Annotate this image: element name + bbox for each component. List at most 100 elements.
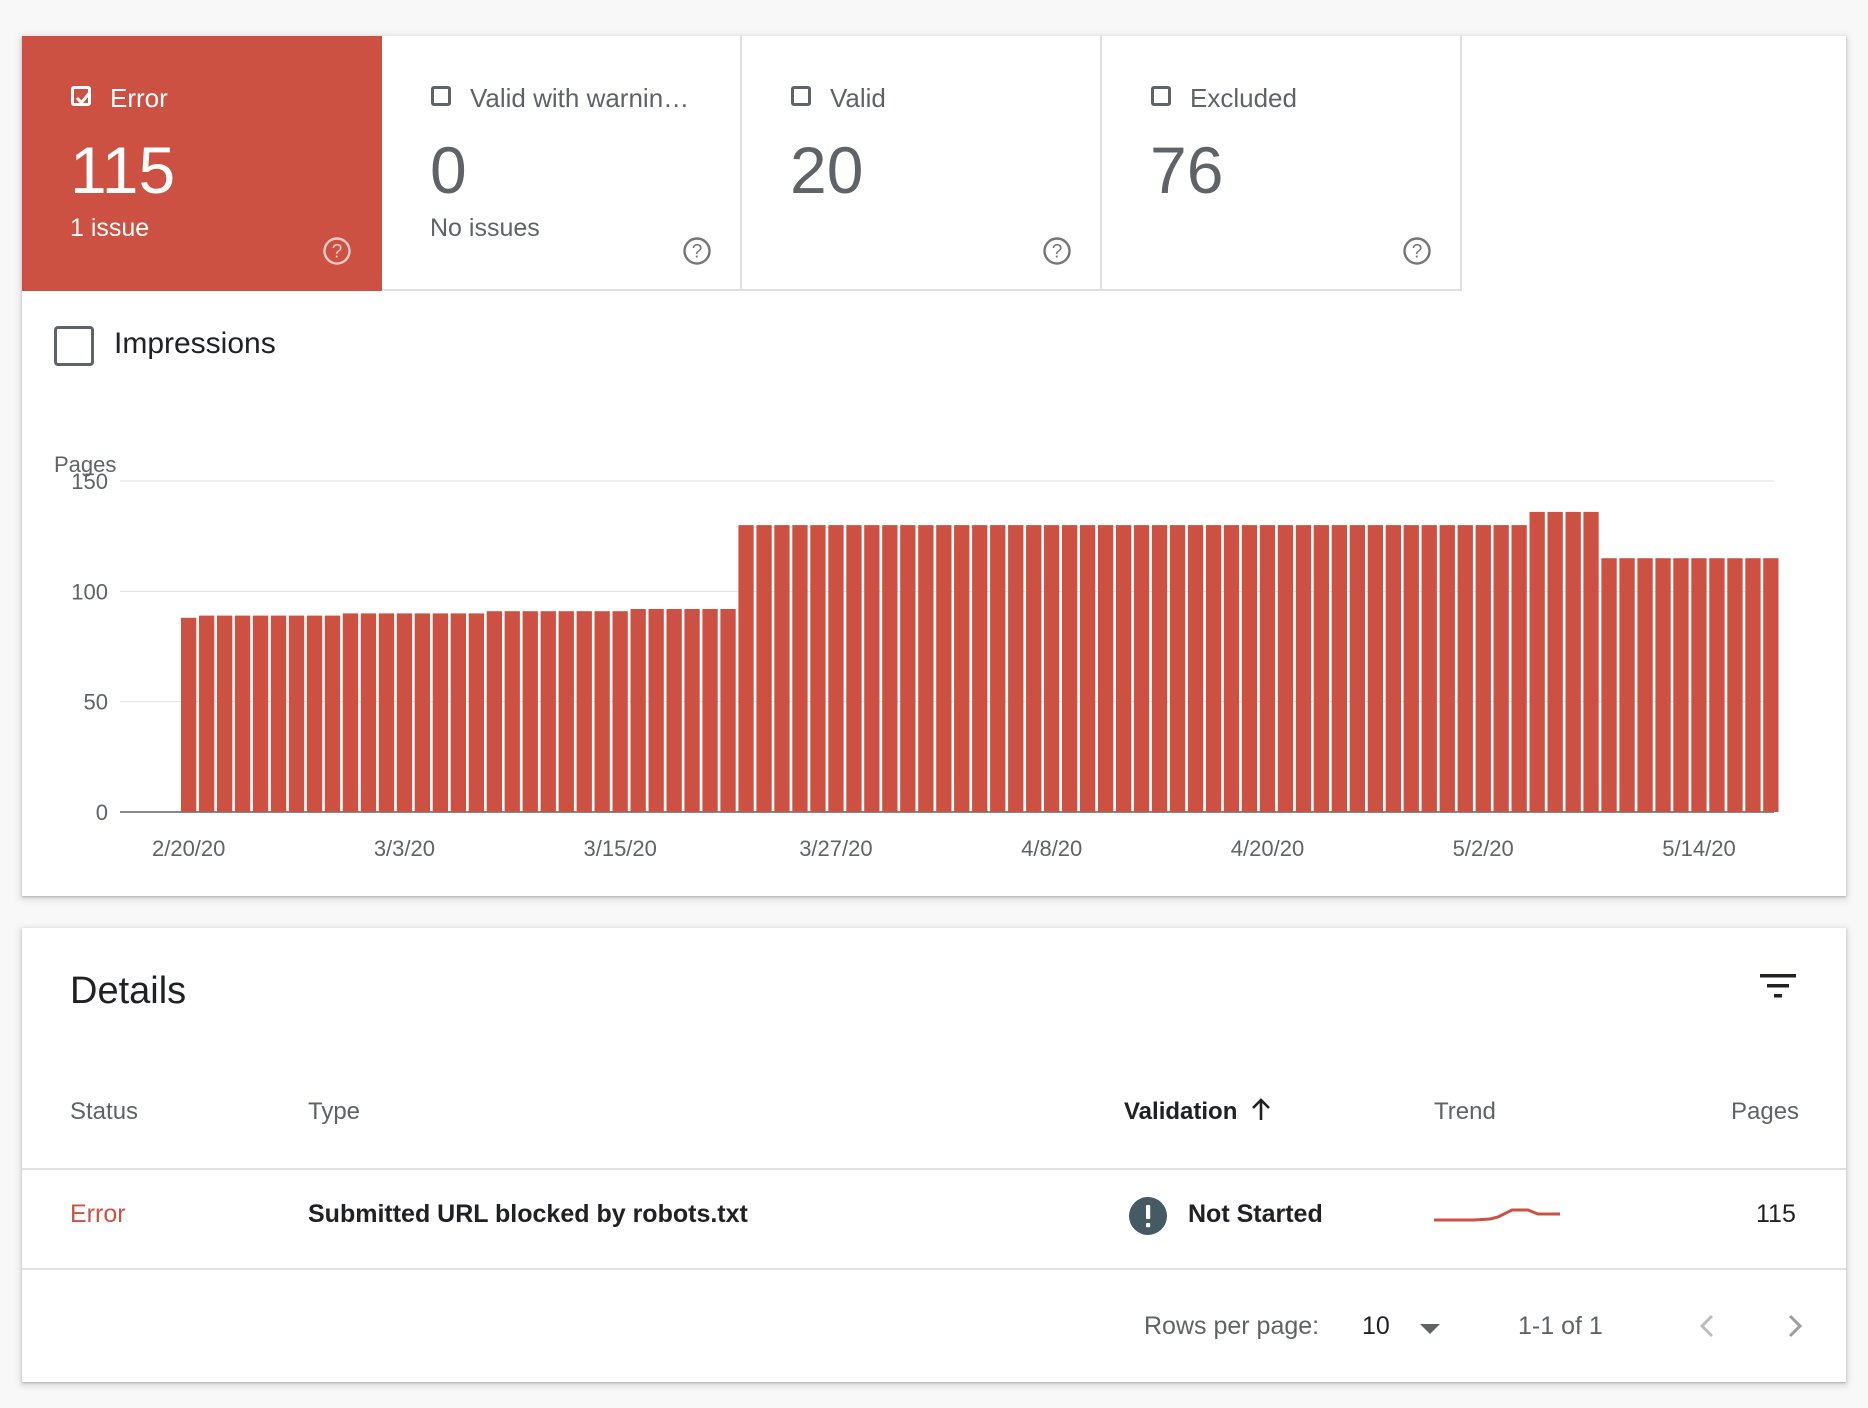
bar[interactable] bbox=[324, 615, 341, 812]
bar[interactable] bbox=[1547, 511, 1563, 812]
bar[interactable] bbox=[1745, 558, 1761, 812]
tile-valid[interactable]: Valid 20 ? bbox=[742, 36, 1102, 291]
bar[interactable] bbox=[540, 611, 556, 812]
bar[interactable] bbox=[1619, 558, 1635, 812]
bar[interactable] bbox=[1385, 525, 1401, 812]
bar[interactable] bbox=[1529, 511, 1545, 812]
tile-valid-with-warnings[interactable]: Valid with warnin… 0 No issues ? bbox=[382, 36, 742, 291]
bar[interactable] bbox=[252, 615, 269, 812]
bar[interactable] bbox=[1169, 525, 1186, 812]
bar[interactable] bbox=[1313, 525, 1329, 812]
bar[interactable] bbox=[702, 609, 718, 812]
bar[interactable] bbox=[1044, 525, 1060, 812]
help-icon[interactable]: ? bbox=[682, 236, 712, 266]
bar[interactable] bbox=[181, 617, 197, 812]
bar[interactable] bbox=[720, 609, 736, 812]
bar[interactable] bbox=[810, 525, 826, 812]
bar[interactable] bbox=[1241, 525, 1258, 812]
bar[interactable] bbox=[828, 525, 844, 812]
impressions-checkbox[interactable] bbox=[54, 326, 94, 366]
bar[interactable] bbox=[1457, 525, 1473, 812]
column-header-trend[interactable]: Trend bbox=[1434, 1098, 1496, 1125]
bar[interactable] bbox=[378, 613, 395, 812]
rows-per-page-select[interactable]: 10 bbox=[1362, 1312, 1390, 1340]
bar[interactable] bbox=[882, 525, 898, 812]
bar[interactable] bbox=[774, 525, 790, 812]
help-icon[interactable]: ? bbox=[322, 236, 352, 266]
chevron-left-icon[interactable] bbox=[1694, 1308, 1722, 1344]
bar[interactable] bbox=[450, 613, 466, 812]
bar[interactable] bbox=[1583, 511, 1599, 812]
bar[interactable] bbox=[288, 615, 305, 812]
bar[interactable] bbox=[1151, 525, 1168, 812]
bar[interactable] bbox=[1475, 525, 1491, 812]
bar[interactable] bbox=[1439, 525, 1455, 812]
bar[interactable] bbox=[756, 525, 772, 812]
bar[interactable] bbox=[1403, 525, 1419, 812]
column-header-pages[interactable]: Pages bbox=[1731, 1098, 1800, 1125]
bar[interactable] bbox=[1709, 558, 1725, 812]
checkbox-checked-icon[interactable] bbox=[71, 86, 91, 106]
bar[interactable] bbox=[306, 615, 323, 812]
bar[interactable] bbox=[1205, 525, 1222, 812]
bar[interactable] bbox=[648, 609, 664, 812]
checkbox-icon[interactable] bbox=[431, 86, 451, 106]
bar[interactable] bbox=[1295, 525, 1312, 812]
bar[interactable] bbox=[918, 525, 934, 812]
chevron-right-icon[interactable] bbox=[1780, 1308, 1808, 1344]
bar[interactable] bbox=[1511, 525, 1527, 812]
bar[interactable] bbox=[270, 615, 287, 812]
bar[interactable] bbox=[1080, 525, 1096, 812]
bar[interactable] bbox=[1277, 525, 1294, 812]
bar[interactable] bbox=[1565, 511, 1581, 812]
bar[interactable] bbox=[990, 525, 1006, 812]
column-header-status[interactable]: Status bbox=[70, 1098, 139, 1125]
bar[interactable] bbox=[900, 525, 916, 812]
bar[interactable] bbox=[972, 525, 988, 812]
tile-excluded[interactable]: Excluded 76 ? bbox=[1102, 36, 1462, 291]
bar[interactable] bbox=[1062, 525, 1078, 812]
bar[interactable] bbox=[1259, 525, 1276, 812]
bar[interactable] bbox=[864, 525, 880, 812]
help-icon[interactable]: ? bbox=[1042, 236, 1072, 266]
bar[interactable] bbox=[612, 611, 628, 812]
bar[interactable] bbox=[846, 525, 862, 812]
bar[interactable] bbox=[1421, 525, 1437, 812]
bar[interactable] bbox=[1331, 525, 1347, 812]
bar[interactable] bbox=[576, 611, 592, 812]
bar[interactable] bbox=[1493, 525, 1509, 812]
bar[interactable] bbox=[1673, 558, 1689, 812]
column-header-validation[interactable]: Validation bbox=[1124, 1098, 1238, 1125]
bar[interactable] bbox=[1133, 525, 1150, 812]
checkbox-icon[interactable] bbox=[791, 86, 811, 106]
tile-error[interactable]: Error 115 1 issue ? bbox=[22, 36, 382, 291]
bar[interactable] bbox=[1727, 558, 1743, 812]
bar[interactable] bbox=[1187, 525, 1204, 812]
column-header-type[interactable]: Type bbox=[308, 1098, 361, 1125]
bar[interactable] bbox=[1637, 558, 1653, 812]
bar[interactable] bbox=[1008, 525, 1024, 812]
bar[interactable] bbox=[954, 525, 970, 812]
bar[interactable] bbox=[217, 615, 233, 812]
bar[interactable] bbox=[342, 613, 359, 812]
dropdown-arrow-icon[interactable] bbox=[1418, 1322, 1442, 1336]
help-icon[interactable]: ? bbox=[1402, 236, 1432, 266]
filter-icon[interactable] bbox=[1758, 970, 1798, 1002]
bar[interactable] bbox=[360, 613, 377, 812]
bar[interactable] bbox=[396, 613, 413, 812]
bar[interactable] bbox=[432, 613, 448, 812]
bar[interactable] bbox=[199, 615, 215, 812]
bar[interactable] bbox=[936, 525, 952, 812]
bar[interactable] bbox=[1655, 558, 1671, 812]
bar[interactable] bbox=[1223, 525, 1240, 812]
checkbox-icon[interactable] bbox=[1151, 86, 1171, 106]
bar[interactable] bbox=[1098, 525, 1114, 812]
bar[interactable] bbox=[792, 525, 808, 812]
bar[interactable] bbox=[414, 613, 430, 812]
bar[interactable] bbox=[558, 611, 574, 812]
bar[interactable] bbox=[1601, 558, 1617, 812]
bar[interactable] bbox=[738, 525, 754, 812]
bar[interactable] bbox=[1691, 558, 1707, 812]
bar[interactable] bbox=[1349, 525, 1365, 812]
bar[interactable] bbox=[468, 613, 484, 812]
